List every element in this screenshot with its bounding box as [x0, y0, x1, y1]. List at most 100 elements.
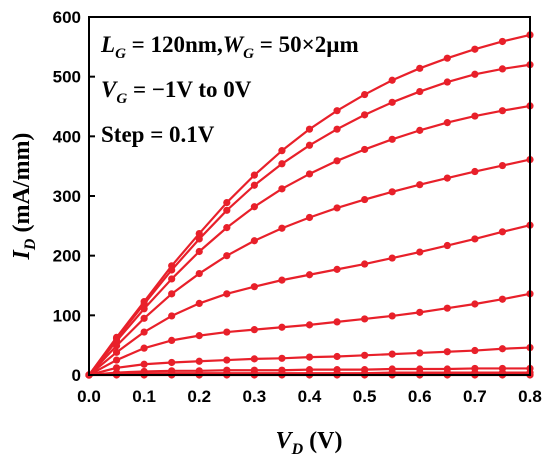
x-tick-label: 0.3: [243, 387, 267, 406]
data-point: [112, 342, 121, 350]
data-point: [416, 64, 424, 72]
data-point: [223, 252, 231, 260]
data-point: [498, 161, 507, 170]
data-point: [278, 276, 286, 284]
data-point: [333, 265, 341, 273]
data-point: [278, 147, 286, 155]
x-tick-label: 0.5: [353, 387, 377, 406]
x-axis-label: VD (V): [276, 428, 343, 458]
data-point: [416, 181, 424, 189]
x-tick-label: 0.1: [132, 387, 156, 406]
data-point: [278, 323, 286, 331]
data-point: [361, 315, 369, 323]
data-point: [305, 213, 314, 222]
data-point: [443, 54, 451, 62]
data-point: [223, 224, 231, 232]
data-point: [250, 181, 258, 189]
data-point: [195, 299, 203, 307]
data-point: [333, 107, 341, 115]
data-point: [416, 349, 424, 357]
data-point: [471, 70, 479, 78]
data-point: [333, 157, 341, 165]
data-point: [361, 260, 369, 268]
data-point: [195, 229, 203, 238]
series-line: [88, 224, 531, 376]
data-point: [223, 198, 231, 207]
data-point: [250, 326, 258, 334]
data-point: [250, 355, 258, 363]
data-point: [195, 247, 203, 256]
data-point: [250, 237, 258, 245]
data-point: [443, 304, 451, 312]
data-point: [443, 78, 451, 86]
data-point: [388, 312, 396, 320]
data-point: [361, 351, 369, 359]
data-point: [168, 358, 176, 367]
data-point: [416, 126, 424, 134]
data-point: [388, 135, 396, 143]
data-point: [498, 345, 507, 353]
y-tick-label: 400: [53, 127, 81, 146]
data-point: [278, 354, 286, 362]
data-point: [333, 125, 341, 133]
data-point: [498, 37, 507, 46]
data-point: [361, 195, 369, 204]
data-point: [168, 290, 176, 298]
y-tick-label: 300: [53, 187, 81, 206]
data-point: [471, 300, 479, 308]
data-point: [278, 185, 286, 193]
x-tick-label: 0.2: [187, 387, 211, 406]
data-point: [471, 346, 479, 355]
x-tick-label: 0.0: [77, 387, 101, 406]
data-point: [305, 170, 314, 178]
data-point: [498, 65, 507, 73]
x-tick-label: 0.6: [408, 387, 432, 406]
x-tick-label: 0.7: [463, 387, 487, 406]
data-point: [361, 90, 369, 99]
data-point: [112, 356, 121, 364]
data-point: [498, 228, 507, 236]
series-7: [85, 343, 534, 379]
data-point: [168, 312, 176, 320]
data-point: [361, 145, 369, 154]
data-point: [140, 328, 148, 336]
series-6: [85, 290, 534, 379]
data-point: [223, 328, 231, 336]
y-tick-label: 0: [72, 366, 81, 385]
data-point: [443, 174, 451, 182]
x-tick-label: 0.4: [298, 387, 322, 406]
series-5: [85, 221, 534, 379]
axis-ticks: 0.0 0.1 0.2 0.3 0.4 0.5 0.6 0.7 0.8 0 100 200 300 400…: [53, 8, 542, 406]
data-point: [498, 107, 507, 115]
data-point: [443, 119, 451, 127]
data-point: [195, 357, 203, 365]
data-point: [278, 224, 286, 232]
y-tick-label: 600: [53, 8, 81, 27]
data-point: [140, 314, 148, 322]
data-point: [361, 111, 369, 119]
data-point: [278, 160, 286, 168]
data-point: [250, 203, 258, 211]
data-point: [305, 271, 314, 279]
data-point: [112, 348, 121, 356]
data-point: [195, 332, 203, 340]
data-point: [250, 171, 258, 179]
data-point: [443, 348, 451, 356]
data-point: [498, 295, 507, 303]
annotation-gate-dims: LG = 120nm,WG = 50×2µm: [100, 32, 359, 62]
data-point: [416, 308, 424, 316]
data-point: [140, 360, 148, 368]
data-point: [305, 321, 314, 329]
data-point: [168, 275, 176, 283]
y-tick-label: 500: [53, 68, 81, 87]
data-point: [223, 356, 231, 364]
data-point: [416, 248, 424, 256]
data-point: [471, 45, 479, 53]
plot-frame: [88, 16, 531, 376]
y-tick-label: 200: [53, 247, 81, 266]
data-point: [305, 353, 314, 361]
data-point: [168, 266, 176, 274]
data-point: [388, 350, 396, 358]
y-axis-label: ID (mA/mm): [9, 133, 39, 261]
series-line: [88, 158, 531, 376]
